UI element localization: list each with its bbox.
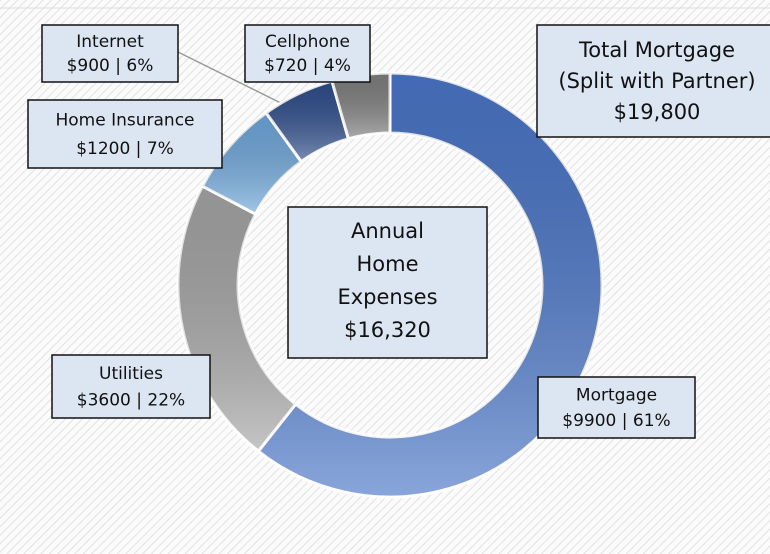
annotation-text: (Split with Partner) bbox=[558, 69, 755, 93]
center-text: $16,320 bbox=[344, 318, 431, 342]
annotation-text: $19,800 bbox=[614, 100, 701, 124]
value-label: $9900 | 61% bbox=[562, 411, 670, 431]
category-label: Home Insurance bbox=[55, 110, 194, 130]
label-box bbox=[537, 376, 696, 439]
slice-shade bbox=[266, 81, 349, 162]
slice-shade bbox=[202, 112, 302, 215]
category-label: Internet bbox=[76, 32, 144, 52]
category-label: Utilities bbox=[99, 364, 163, 384]
center-box bbox=[287, 206, 488, 359]
center-text: Home bbox=[356, 252, 418, 276]
center-text: Annual bbox=[351, 219, 424, 243]
category-label: Cellphone bbox=[265, 32, 350, 52]
label-box bbox=[51, 354, 211, 419]
value-label: $1200 | 7% bbox=[76, 139, 174, 159]
annotation-text: Total Mortgage bbox=[578, 38, 735, 62]
center-text: Expenses bbox=[337, 285, 437, 309]
label-box bbox=[244, 24, 371, 83]
slice-shade bbox=[331, 73, 390, 139]
slice-shade bbox=[258, 73, 602, 498]
label-box bbox=[41, 24, 179, 83]
value-label: $3600 | 22% bbox=[77, 390, 185, 410]
value-label: $720 | 4% bbox=[264, 56, 351, 76]
labels: Mortgage $9900 | 61% Utilities $3600 | 22% H… bbox=[27, 24, 770, 439]
category-label: Mortgage bbox=[576, 385, 657, 405]
value-label: $900 | 6% bbox=[67, 56, 154, 76]
label-box bbox=[27, 99, 223, 169]
annotation-box bbox=[536, 24, 770, 138]
donut bbox=[176, 71, 604, 499]
